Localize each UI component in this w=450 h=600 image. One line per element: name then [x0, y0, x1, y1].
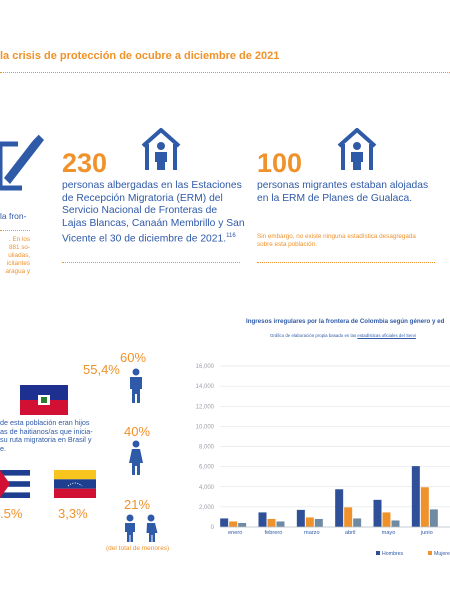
bar: [229, 521, 238, 527]
stat2-text: personas migrantes estaban alojadas en l…: [257, 180, 429, 204]
bar: [296, 509, 305, 527]
haiti-pct: 55,4%: [83, 362, 120, 377]
bar: [382, 512, 391, 527]
bar: [305, 517, 314, 527]
legend-label: Mujere: [434, 551, 450, 557]
woman-icon: [129, 440, 143, 475]
cuba-pct: .5%: [0, 506, 23, 521]
y-tick-label: 2,000: [199, 505, 215, 511]
y-tick-label: 4,000: [199, 485, 215, 491]
x-tick-label: marzo: [304, 530, 320, 536]
bar: [314, 518, 323, 527]
x-tick-label: junio: [420, 530, 433, 536]
legend-swatch: [376, 551, 380, 555]
venezuela-pct: 3,3%: [58, 506, 88, 521]
shelter-person-icon: [141, 128, 181, 170]
y-tick-label: 6,000: [199, 465, 215, 471]
venezuela-flag: [54, 470, 96, 498]
y-tick-label: 16,000: [196, 364, 215, 370]
bar: [411, 466, 420, 527]
x-tick-label: enero: [228, 530, 242, 536]
stat2-divider: [257, 262, 435, 263]
checklist-icon: [0, 133, 44, 191]
bar: [353, 518, 362, 527]
legend-swatch: [428, 551, 432, 555]
cuba-flag: [0, 470, 30, 498]
bar: [276, 521, 285, 527]
x-tick-label: febrero: [265, 530, 283, 536]
bar: [267, 518, 276, 527]
children-note: (del total de menores): [106, 545, 170, 552]
bar: [420, 487, 429, 527]
stat2-note: Sin embargo, no existe ninguna estadísti…: [257, 233, 416, 248]
bar: [344, 507, 353, 527]
stat2-number: 100: [257, 148, 303, 178]
haiti-flag: [20, 385, 68, 415]
y-tick-label: 10,000: [196, 424, 215, 430]
women-pct: 40%: [124, 424, 151, 439]
stat1-number: 230: [62, 148, 108, 178]
bar: [391, 520, 400, 527]
chart-title: Ingresos irregulares por la frontera de …: [246, 318, 445, 325]
y-tick-label: 14,000: [196, 384, 215, 390]
chart-subtitle: Gráfico de elaboración propia basado en …: [270, 333, 416, 338]
stat1-footnote: 116: [226, 233, 236, 239]
bar-chart: 16,000 14,000 12,000 10,000 8,000 6,000 4,000 2…: [196, 364, 450, 557]
y-tick-label: 0: [211, 525, 215, 531]
bar: [335, 489, 344, 527]
men-pct: 60%: [120, 350, 147, 365]
y-tick-label: 8,000: [199, 445, 215, 451]
y-tick-label: 12,000: [196, 404, 215, 410]
man-icon: [130, 368, 142, 403]
stat1-divider: [62, 262, 240, 263]
legend-label: Hombres: [382, 551, 403, 557]
bar: [429, 509, 438, 527]
children-icon: [125, 514, 158, 542]
left-divider: [0, 230, 30, 231]
page-title: la crisis de protección de ocubre a dici…: [0, 50, 280, 62]
x-tick-label: abril: [345, 530, 356, 536]
title-divider: [0, 72, 450, 73]
x-tick-label: mayo: [382, 530, 396, 536]
left-note: . En los 881 so- uliadas, icitantes arag…: [5, 236, 30, 275]
bar: [373, 499, 382, 527]
bar: [238, 522, 247, 527]
children-pct: 21%: [124, 497, 151, 512]
left-fragment-text: la fron-: [0, 211, 27, 221]
shelter-person-icon-2: [337, 128, 377, 170]
bar: [258, 512, 267, 527]
stat1-text: personas albergadas en las Estaciones de…: [62, 180, 245, 245]
bar: [220, 518, 229, 527]
haiti-note: de esta población eran hijos as de haiti…: [0, 418, 93, 453]
